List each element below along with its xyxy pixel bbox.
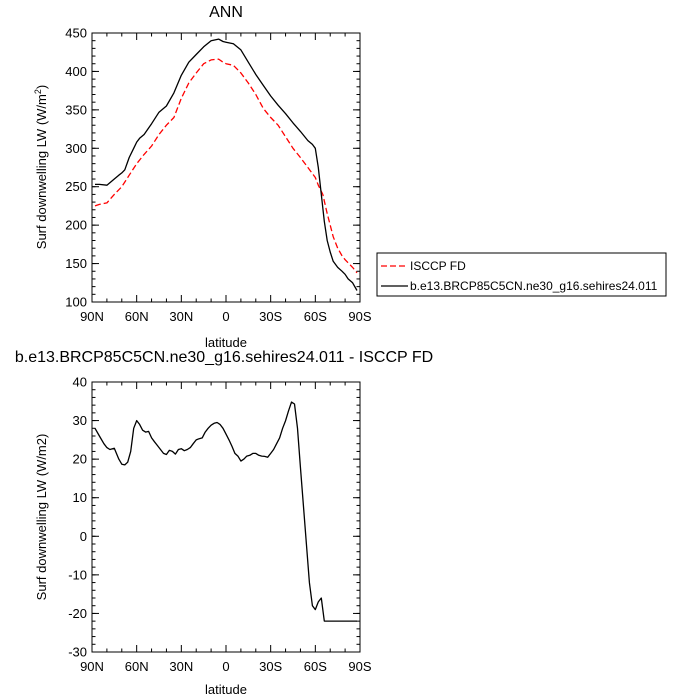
bottom-x-tick-label: 30S bbox=[259, 659, 282, 674]
top-plot-lines bbox=[94, 38, 358, 291]
bottom-y-axis-label: Surf downwelling LW (W/m2) bbox=[34, 434, 49, 601]
bottom-y-tick-label: 10 bbox=[73, 490, 87, 505]
bottom-plot-lines bbox=[94, 401, 357, 622]
top-x-tick-label: 30S bbox=[259, 309, 282, 324]
bottom-y-tick-label: 40 bbox=[73, 375, 87, 390]
top-x-tick-label: 60N bbox=[125, 309, 149, 324]
top-y-axis-label-tail: ) bbox=[34, 85, 49, 89]
top-series-line-0 bbox=[94, 58, 358, 274]
bottom-panel: b.e13.BRCP85C5CN.ne30_g16.sehires24.011 … bbox=[15, 349, 433, 697]
bottom-x-tick-label: 90S bbox=[348, 659, 371, 674]
bottom-y-tick-label: 20 bbox=[73, 452, 87, 467]
top-plot-frame bbox=[91, 32, 361, 303]
bottom-series-line-0 bbox=[94, 401, 357, 622]
top-y-tick-label: 150 bbox=[65, 256, 87, 271]
bottom-axes-ticks: 90N 60N 30N 0 30S 60S 90S -30 -20 -10 0 10 20 30 40 bbox=[68, 375, 372, 675]
top-y-axis-label-main: Surf downwelling LW (W/m bbox=[34, 94, 49, 249]
bottom-x-tick-label: 90N bbox=[80, 659, 104, 674]
bottom-chart-title: b.e13.BRCP85C5CN.ne30_g16.sehires24.011 … bbox=[15, 349, 433, 366]
top-x-tick-label: 90N bbox=[80, 309, 104, 324]
top-axes-ticks: 90N 60N 30N 0 30S 60S 90S 100 150 200 250 300 350 400… bbox=[65, 26, 372, 325]
legend: ISCCP FD b.e13.BRCP85C5CN.ne30_g16.sehir… bbox=[376, 252, 667, 297]
top-y-tick-label: 450 bbox=[65, 26, 87, 41]
bottom-x-tick-label: 60S bbox=[304, 659, 327, 674]
top-y-axis-label-sup: 2 bbox=[33, 89, 43, 94]
top-panel: ANN 90N 60N 30N 0 30S 60S 90S 100 150 200 250 300 35… bbox=[33, 4, 667, 350]
bottom-y-tick-label: -20 bbox=[68, 606, 87, 621]
legend-label-model: b.e13.BRCP85C5CN.ne30_g16.sehires24.011 bbox=[410, 279, 658, 293]
bottom-plot-frame bbox=[91, 381, 361, 653]
top-y-tick-label: 300 bbox=[65, 141, 87, 156]
bottom-y-tick-label: -10 bbox=[68, 567, 87, 582]
bottom-y-tick-label: 0 bbox=[80, 529, 87, 544]
top-x-tick-label: 30N bbox=[169, 309, 193, 324]
legend-box bbox=[376, 252, 667, 297]
top-x-tick-label: 60S bbox=[304, 309, 327, 324]
top-x-axis-label: latitude bbox=[205, 335, 247, 350]
bottom-x-tick-label: 0 bbox=[222, 659, 229, 674]
bottom-x-axis-label: latitude bbox=[205, 682, 247, 697]
top-x-tick-label: 90S bbox=[348, 309, 371, 324]
top-x-tick-label: 0 bbox=[222, 309, 229, 324]
top-y-tick-label: 200 bbox=[65, 218, 87, 233]
bottom-x-tick-label: 60N bbox=[125, 659, 149, 674]
bottom-y-tick-label: 30 bbox=[73, 413, 87, 428]
top-y-tick-label: 400 bbox=[65, 64, 87, 79]
bottom-x-tick-label: 30N bbox=[169, 659, 193, 674]
top-y-tick-label: 250 bbox=[65, 179, 87, 194]
top-y-axis-label: Surf downwelling LW (W/m2) bbox=[33, 85, 49, 249]
top-y-tick-label: 100 bbox=[65, 295, 87, 310]
top-y-tick-label: 350 bbox=[65, 102, 87, 117]
top-series-line-1 bbox=[95, 38, 358, 291]
top-chart-title: ANN bbox=[209, 4, 243, 21]
legend-label-isccp: ISCCP FD bbox=[410, 259, 466, 273]
bottom-y-tick-label: -30 bbox=[68, 645, 87, 660]
